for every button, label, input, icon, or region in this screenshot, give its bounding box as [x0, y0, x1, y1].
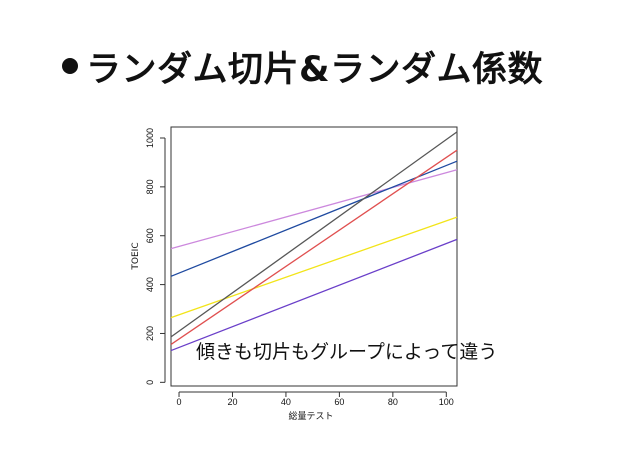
- x-tick-label-40: 40: [281, 397, 291, 407]
- x-axis-title: 総量テスト: [288, 410, 333, 422]
- series-line-2: [170, 160, 458, 277]
- y-tick-label-200: 200: [145, 326, 155, 341]
- x-tick-label-0: 0: [177, 397, 182, 407]
- slide-title: ランダム切片&ランダム係数: [62, 40, 622, 92]
- slide-title-text: ランダム切片&ランダム係数: [86, 49, 544, 90]
- x-tick-label-60: 60: [334, 397, 344, 407]
- y-tick-label-1000: 1000: [145, 128, 155, 148]
- y-axis-title: TOEIC: [131, 242, 141, 270]
- series-line-1: [170, 169, 458, 250]
- x-tick-label-100: 100: [439, 397, 454, 407]
- y-axis: 0 200 400 600 800 1000: [145, 128, 166, 385]
- y-tick-label-600: 600: [145, 228, 155, 243]
- series-lines: [170, 131, 458, 352]
- y-tick-label-0: 0: [145, 380, 155, 385]
- y-tick-label-400: 400: [145, 277, 155, 292]
- series-line-6: [170, 238, 458, 352]
- y-tick-label-800: 800: [145, 179, 155, 194]
- x-tick-label-20: 20: [227, 397, 237, 407]
- x-axis: 0 20 40 60 80 100: [177, 391, 454, 407]
- plot-frame: [170, 126, 458, 387]
- bullet-icon: [62, 58, 78, 74]
- series-line-4: [170, 131, 458, 338]
- x-tick-label-80: 80: [388, 397, 398, 407]
- series-line-5: [170, 149, 458, 345]
- series-line-3: [170, 216, 458, 319]
- chart-annotation: 傾きも切片もグループによって違う: [196, 341, 497, 363]
